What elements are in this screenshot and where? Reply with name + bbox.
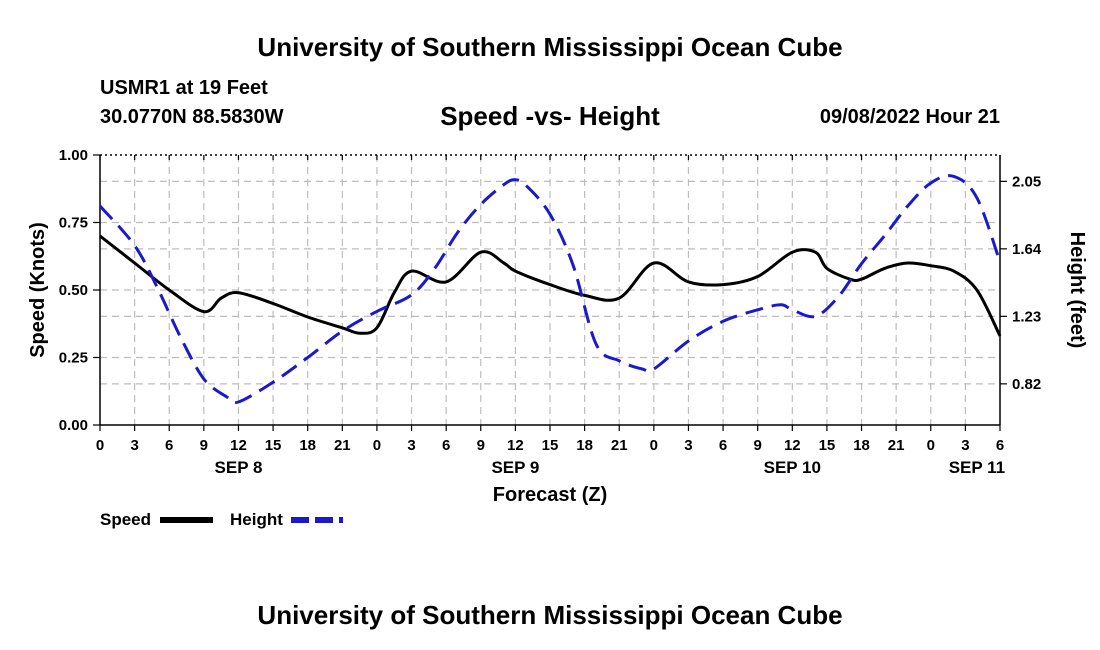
x-tick-label: 6 — [165, 437, 173, 454]
x-tick-label: 18 — [576, 437, 593, 454]
x-tick-label: 15 — [265, 437, 282, 454]
y2-axis-title: Height (feet) — [1066, 232, 1088, 349]
y-tick-label: 0.75 — [59, 215, 88, 232]
footer-title: University of Southern Mississippi Ocean… — [257, 600, 843, 630]
series-line-height — [98, 174, 1002, 405]
y-tick-label: 0.25 — [59, 350, 88, 367]
day-label: SEP 11 — [949, 458, 1005, 477]
x-tick-label: 15 — [819, 437, 836, 454]
x-tick-label: 9 — [200, 437, 208, 454]
x-tick-label: 6 — [996, 437, 1004, 454]
x-tick-label: 0 — [650, 437, 658, 454]
main-title: University of Southern Mississippi Ocean… — [257, 32, 843, 62]
y2-tick-label: 0.82 — [1012, 376, 1041, 393]
x-tick-label: 3 — [684, 437, 692, 454]
x-tick-label: 21 — [334, 437, 351, 454]
day-label: SEP 8 — [215, 458, 263, 477]
x-tick-label: 3 — [961, 437, 969, 454]
x-tick-label: 21 — [888, 437, 905, 454]
x-tick-label: 18 — [853, 437, 870, 454]
datetime-label: 09/08/2022 Hour 21 — [819, 106, 1000, 128]
day-label: SEP 10 — [764, 458, 821, 477]
station-label: USMR1 at 19 Feet — [100, 77, 268, 99]
legend-speed-label: Speed — [100, 510, 151, 529]
legend-height-label: Height — [230, 510, 283, 529]
x-tick-label: 3 — [407, 437, 415, 454]
x-tick-label: 15 — [542, 437, 559, 454]
day-label: SEP 9 — [491, 458, 539, 477]
x-tick-label: 3 — [130, 437, 138, 454]
x-tick-label: 12 — [784, 437, 801, 454]
y-tick-label: 0.00 — [59, 417, 88, 434]
x-tick-label: 0 — [373, 437, 381, 454]
x-tick-label: 0 — [96, 437, 104, 454]
coordinates-label: 30.0770N 88.5830W — [100, 106, 284, 128]
y2-tick-label: 1.23 — [1012, 308, 1041, 325]
series-line-speed — [99, 234, 1002, 337]
x-tick-label: 18 — [299, 437, 316, 454]
x-tick-label: 12 — [507, 437, 524, 454]
x-tick-label: 6 — [719, 437, 727, 454]
y2-tick-label: 1.64 — [1012, 241, 1042, 258]
y-tick-label: 0.50 — [59, 282, 88, 299]
x-tick-label: 0 — [927, 437, 935, 454]
x-tick-label: 9 — [754, 437, 762, 454]
chart-title: Speed -vs- Height — [440, 101, 660, 131]
x-tick-label: 21 — [611, 437, 628, 454]
x-tick-label: 6 — [442, 437, 450, 454]
y-tick-label: 1.00 — [59, 147, 88, 164]
y-axis-title: Speed (Knots) — [27, 222, 49, 358]
x-tick-label: 12 — [230, 437, 247, 454]
x-axis-title: Forecast (Z) — [493, 484, 607, 506]
y2-tick-label: 2.05 — [1012, 173, 1041, 190]
x-tick-label: 9 — [477, 437, 485, 454]
